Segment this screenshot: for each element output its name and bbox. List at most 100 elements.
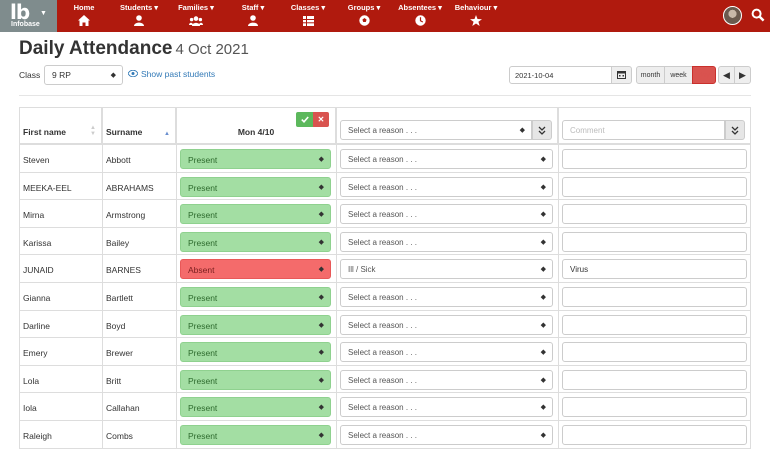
first-name: Darline [23, 320, 50, 331]
apply-comment-all-button[interactable] [725, 120, 745, 140]
table-row: Gianna Bartlett Present ◆ Select a reaso… [19, 283, 751, 311]
header-first-name-label: First name [23, 127, 66, 137]
nav-behaviour[interactable]: Behaviour ▾ [450, 0, 502, 32]
view-day-button[interactable]: day [692, 66, 716, 84]
apply-reason-all-button[interactable] [532, 120, 552, 140]
brand-name: Infobase [11, 21, 40, 28]
attendance-select[interactable]: Present ◆ [180, 149, 331, 169]
arrow-right-icon: ▶ [739, 69, 746, 80]
comment-input[interactable] [562, 314, 747, 335]
comment-input[interactable] [562, 425, 747, 445]
reason-select[interactable]: Select a reason . . . ◆ [340, 204, 553, 225]
attendance-status: Present [188, 403, 218, 414]
class-select[interactable]: 9 RP ◆ [44, 65, 123, 85]
header-reason: Select a reason . . . ◆ [336, 107, 558, 145]
header-day: ✕ Mon 4/10 [176, 107, 336, 145]
calendar-icon [617, 66, 626, 84]
first-name: Steven [23, 155, 50, 165]
reason-select[interactable]: Select a reason . . . ◆ [340, 287, 553, 307]
reason-select[interactable]: Select a reason . . . ◆ [340, 425, 553, 445]
user-avatar[interactable] [723, 6, 742, 25]
reason-value: Select a reason . . . [348, 431, 417, 440]
nav-students[interactable]: Students ▾ [113, 0, 165, 32]
attendance-select[interactable]: Present ◆ [180, 397, 331, 418]
attendance-select[interactable]: Present ◆ [180, 204, 331, 225]
table-icon [284, 14, 332, 27]
nav-home[interactable]: Home [63, 0, 105, 32]
date-input[interactable]: 2021-10-04 [509, 66, 612, 84]
caret-down-icon: ▼ [40, 10, 47, 17]
comment-input[interactable] [562, 231, 747, 252]
attendance-select[interactable]: Present ◆ [180, 342, 331, 363]
reason-select[interactable]: Select a reason . . . ◆ [340, 369, 553, 390]
attendance-status: Absent [188, 265, 215, 276]
cell-attendance: Present ◆ [176, 227, 336, 256]
calendar-button[interactable] [611, 66, 632, 84]
attendance-select[interactable]: Present ◆ [180, 231, 331, 252]
mark-all-absent-button[interactable]: ✕ [313, 112, 329, 127]
cell-first-name: Karissa [19, 227, 102, 256]
reason-select[interactable]: Select a reason . . . ◆ [340, 231, 553, 252]
header-first-name[interactable]: First name ▲ ▼ [19, 107, 102, 145]
comment-input[interactable] [562, 204, 747, 225]
reason-select[interactable]: Select a reason . . . ◆ [340, 397, 553, 418]
comment-input[interactable] [562, 176, 747, 197]
header-surname[interactable]: Surname ▲ [102, 107, 176, 145]
reason-select[interactable]: Select a reason . . . ◆ [340, 176, 553, 197]
cell-attendance: Present ◆ [176, 365, 336, 394]
nav-groups[interactable]: Groups ▾ [341, 0, 387, 32]
mark-all-present-button[interactable] [296, 112, 313, 127]
view-week-button[interactable]: week [664, 66, 693, 84]
cell-reason: Select a reason . . . ◆ [336, 393, 558, 421]
comment-input[interactable]: Virus [562, 259, 747, 280]
view-month-button[interactable]: month [636, 66, 665, 84]
nav-absentees[interactable]: Absentees ▾ [393, 0, 447, 32]
attendance-select[interactable]: Present ◆ [180, 176, 331, 197]
comment-input[interactable] [562, 287, 747, 307]
attendance-select[interactable]: Present ◆ [180, 369, 331, 390]
attendance-select[interactable]: Present ◆ [180, 425, 331, 445]
bulk-reason-placeholder: Select a reason . . . [348, 126, 417, 135]
select-arrows-icon: ◆ [519, 127, 525, 134]
nav-classes[interactable]: Classes ▾ [284, 0, 332, 32]
check-icon [300, 116, 309, 123]
comment-input[interactable] [562, 369, 747, 390]
comment-input[interactable] [562, 397, 747, 418]
table-row: Karissa Bailey Present ◆ Select a reason… [19, 227, 751, 256]
comment-value: Virus [570, 265, 589, 275]
bulk-reason-select[interactable]: Select a reason . . . ◆ [340, 120, 532, 140]
bulk-comment-input[interactable]: Comment [562, 120, 725, 140]
reason-value: Select a reason . . . [348, 237, 417, 247]
cell-surname: Armstrong [102, 200, 176, 228]
reason-select[interactable]: Select a reason . . . ◆ [340, 149, 553, 169]
attendance-select[interactable]: Absent ◆ [180, 259, 331, 280]
comment-input[interactable] [562, 342, 747, 363]
next-day-button[interactable]: ▶ [734, 66, 751, 84]
table-row: MEEKA-EEL ABRAHAMS Present ◆ Select a re… [19, 172, 751, 201]
nav-staff[interactable]: Staff ▾ [233, 0, 273, 32]
attendance-status: Present [188, 375, 218, 386]
cell-attendance: Absent ◆ [176, 255, 336, 283]
cell-first-name: Raleigh [19, 421, 102, 449]
comment-input[interactable] [562, 149, 747, 169]
reason-value: Select a reason . . . [348, 293, 417, 302]
cell-surname: Combs [102, 421, 176, 449]
reason-select[interactable]: Select a reason . . . ◆ [340, 342, 553, 363]
reason-select[interactable]: Select a reason . . . ◆ [340, 314, 553, 335]
reason-select[interactable]: Ill / Sick ◆ [340, 259, 553, 280]
brand-menu[interactable]: lb ▼ Infobase [0, 0, 57, 32]
nav-staff-label: Staff ▾ [241, 3, 265, 12]
first-name: Emery [23, 348, 48, 359]
table-row: JUNAID BARNES Absent ◆ Ill / Sick ◆ Viru… [19, 255, 751, 283]
nav-families[interactable]: Families ▾ [170, 0, 222, 32]
divider [19, 95, 751, 96]
attendance-select[interactable]: Present ◆ [180, 287, 331, 307]
attendance-status: Present [188, 210, 218, 221]
user-icon [233, 14, 273, 27]
search-icon[interactable] [751, 8, 765, 22]
show-past-students-link[interactable]: Show past students [127, 69, 215, 79]
attendance-select[interactable]: Present ◆ [180, 314, 331, 335]
cell-reason: Select a reason . . . ◆ [336, 421, 558, 449]
prev-day-button[interactable]: ◀ [718, 66, 735, 84]
cell-first-name: Gianna [19, 283, 102, 311]
